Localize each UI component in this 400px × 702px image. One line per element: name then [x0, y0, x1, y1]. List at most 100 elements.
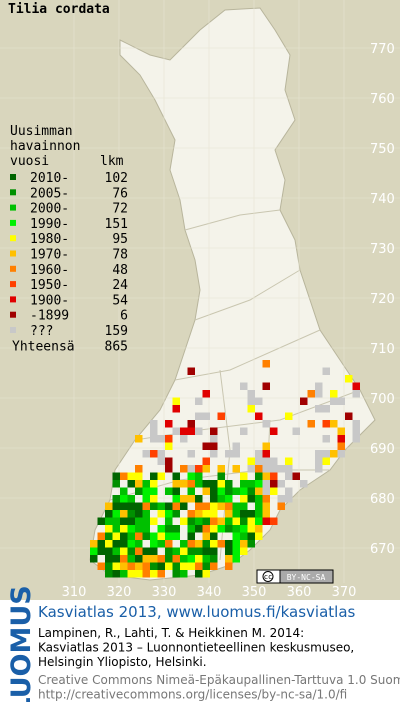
x-coordinate-label: 340 — [197, 585, 222, 600]
observation-cell — [247, 487, 255, 495]
observation-cell — [195, 510, 203, 518]
observation-cell — [225, 555, 233, 563]
observation-cell — [225, 510, 233, 518]
headline: Kasviatlas 2013, www.luomus.fi/kasviatla… — [38, 603, 356, 621]
x-coordinate-label: 330 — [152, 585, 177, 600]
observation-cell — [127, 547, 135, 555]
observation-cell — [120, 525, 128, 533]
observation-cell — [262, 457, 270, 465]
observation-cell — [225, 517, 233, 525]
observation-cell — [180, 480, 188, 488]
observation-cell — [195, 525, 203, 533]
observation-cell — [240, 532, 248, 540]
observation-cell — [322, 435, 330, 443]
observation-cell — [165, 547, 173, 555]
observation-cell — [270, 427, 278, 435]
observation-cell — [120, 487, 128, 495]
observation-cell — [232, 555, 240, 563]
observation-cell — [262, 517, 270, 525]
legend-count: 6 — [120, 309, 128, 324]
observation-cell — [150, 517, 158, 525]
observation-cell — [232, 540, 240, 548]
observation-cell — [172, 562, 180, 570]
observation-cell — [157, 555, 165, 563]
citation-line: Kasviatlas 2013 – Luonnontieteellinen ke… — [38, 641, 354, 655]
observation-cell — [127, 540, 135, 548]
observation-cell — [112, 540, 120, 548]
observation-cell — [210, 510, 218, 518]
legend-swatch — [10, 250, 16, 257]
observation-cell — [120, 562, 128, 570]
observation-cell — [90, 547, 98, 555]
legend-label: 1980- — [30, 232, 69, 247]
legend-label: 1990- — [30, 217, 69, 232]
legend-label: 2010- — [30, 171, 69, 186]
observation-cell — [157, 525, 165, 533]
observation-cell — [187, 450, 195, 458]
observation-cell — [195, 540, 203, 548]
observation-cell — [270, 465, 278, 473]
observation-cell — [120, 555, 128, 563]
observation-cell — [172, 495, 180, 503]
observation-cell — [172, 555, 180, 563]
observation-cell — [142, 555, 150, 563]
observation-cell — [240, 487, 248, 495]
observation-cell — [202, 412, 210, 420]
observation-cell — [180, 502, 188, 510]
observation-cell — [232, 532, 240, 540]
observation-cell — [142, 495, 150, 503]
observation-cell — [142, 502, 150, 510]
legend-count: 95 — [112, 232, 128, 247]
observation-cell — [180, 495, 188, 503]
observation-cell — [165, 502, 173, 510]
observation-cell — [202, 442, 210, 450]
observation-cell — [322, 420, 330, 428]
observation-cell — [217, 465, 225, 473]
observation-cell — [262, 502, 270, 510]
y-coordinate-label: 670 — [370, 542, 395, 557]
observation-cell — [210, 525, 218, 533]
legend-swatch — [10, 311, 16, 318]
observation-cell — [292, 427, 300, 435]
observation-cell — [232, 487, 240, 495]
y-coordinate-label: 720 — [370, 292, 395, 307]
observation-cell — [142, 532, 150, 540]
observation-cell — [150, 502, 158, 510]
observation-cell — [345, 412, 353, 420]
observation-cell — [315, 405, 323, 413]
observation-cell — [180, 562, 188, 570]
observation-cell — [202, 517, 210, 525]
observation-cell — [232, 517, 240, 525]
observation-cell — [210, 532, 218, 540]
observation-cell — [345, 375, 353, 383]
observation-cell — [180, 570, 188, 578]
observation-cell — [247, 465, 255, 473]
observation-cell — [165, 517, 173, 525]
legend-label: 1900- — [30, 293, 69, 308]
observation-cell — [240, 472, 248, 480]
observation-cell — [187, 547, 195, 555]
observation-cell — [255, 525, 263, 533]
y-coordinate-label: 760 — [370, 92, 395, 107]
badge-text: BY-NC-SA — [287, 573, 326, 582]
observation-cell — [165, 435, 173, 443]
observation-cell — [315, 465, 323, 473]
legend-count: 48 — [112, 263, 128, 278]
observation-cell — [165, 457, 173, 465]
x-coordinate-label: 370 — [332, 585, 357, 600]
observation-cell — [217, 525, 225, 533]
observation-cell — [195, 517, 203, 525]
y-coordinate-label: 690 — [370, 442, 395, 457]
observation-cell — [337, 427, 345, 435]
observation-cell — [150, 495, 158, 503]
observation-cell — [150, 547, 158, 555]
observation-cell — [217, 487, 225, 495]
observation-cell — [270, 457, 278, 465]
observation-cell — [135, 472, 143, 480]
observation-cell — [202, 457, 210, 465]
observation-cell — [150, 555, 158, 563]
observation-cell — [172, 502, 180, 510]
observation-cell — [225, 480, 233, 488]
observation-cell — [187, 555, 195, 563]
y-coordinate-label: 740 — [370, 192, 395, 207]
